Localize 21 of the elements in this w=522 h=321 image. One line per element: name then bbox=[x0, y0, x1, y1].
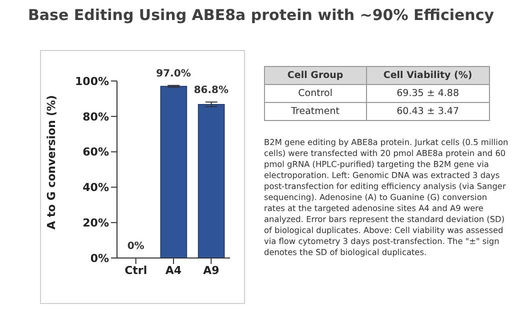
text: Base Editing Using ABE8a protein with ~90% Efficiency bbox=[26, 6, 496, 24]
y-tick-label: 0% bbox=[90, 252, 109, 265]
text: Cell Group bbox=[264, 66, 366, 84]
y-tick-label: 40% bbox=[82, 181, 109, 194]
text: Treatment bbox=[264, 102, 366, 120]
y-axis-title: A to G conversion (%) bbox=[44, 95, 58, 230]
text: B2M gene editing by ABE8a protein. Jurkat cells (0.5 million cells) were transfected with 20 pmol ABE8a protein and 60 pmol gRNA (HPLC-purified) targeting the B2M gene via electroporation. Left: Genomic DNA was extracted 3 days post-transfection for editing efficiency analysis (via Sanger sequencing). Adenosine (A) to Guanine (G) conversion rates at the targeted adenosine sites A4 and A9 were analyzed. Error bars represent the standard deviation (SD) of biological duplicates. Above: Cell viability was assessed via flow cytometry 3 days post-transfection. The "±" sign denotes the SD of biological duplicates. bbox=[264, 137, 508, 257]
data-label: 0% bbox=[127, 241, 144, 252]
x-tick-label: Ctrl bbox=[124, 264, 148, 277]
text: 69.35 ± 4.88 bbox=[366, 84, 490, 102]
text: Cell Viability (%) bbox=[366, 66, 490, 84]
y-tick-label: 80% bbox=[82, 110, 109, 124]
text: Control bbox=[264, 84, 366, 102]
text: 60.43 ± 3.47 bbox=[366, 102, 490, 120]
data-label: 86.8% bbox=[194, 85, 229, 96]
data-label: 97.0% bbox=[156, 68, 191, 80]
x-tick-label: A4 bbox=[165, 264, 182, 277]
y-tick-label: 100% bbox=[75, 74, 109, 88]
y-tick-label: 20% bbox=[82, 216, 109, 230]
x-tick-label: A9 bbox=[203, 264, 220, 277]
y-tick-label: 60% bbox=[82, 146, 109, 159]
